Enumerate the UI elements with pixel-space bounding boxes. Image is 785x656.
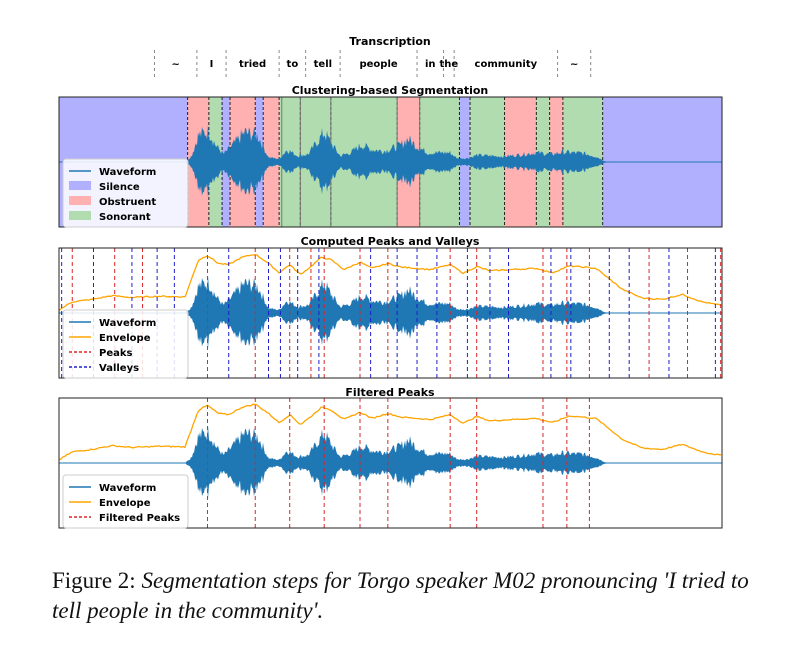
legend-label: Envelope (99, 333, 151, 344)
caption-text: Segmentation steps for Torgo speaker M02… (52, 568, 749, 623)
transcription-word: community (475, 59, 538, 70)
transcription-word: ~ (171, 59, 179, 70)
legend-label: Filtered Peaks (99, 513, 180, 524)
clustering-panel: Clustering-based Segmentation Waveform Si… (58, 84, 723, 228)
waveform (59, 124, 722, 198)
legend-swatch (69, 196, 91, 205)
clustering-legend: Waveform Silence Obstruent Sonorant (62, 158, 189, 228)
legend-label: Sonorant (99, 212, 151, 223)
legend-label: Envelope (99, 498, 151, 509)
legend-box (62, 158, 189, 228)
transcription-word: people (359, 59, 397, 70)
axes-frame (58, 247, 723, 379)
axes-frame (58, 397, 723, 529)
transcription-word: in (425, 59, 436, 70)
transcription-title: Transcription (349, 35, 431, 48)
legend-label: Obstruent (99, 197, 156, 208)
peaks-valleys-legend: Waveform Envelope Peaks Valleys (62, 309, 189, 379)
filtered-peaks-title: Filtered Peaks (345, 386, 435, 399)
filtered-peaks-panel: Filtered Peaks Waveform Envelope Filtered … (58, 386, 723, 529)
legend-swatch (69, 181, 91, 190)
envelope-line (58, 403, 722, 461)
legend-label: Peaks (99, 348, 133, 359)
peaks-valleys-panel: Computed Peaks and Valleys Waveform Envel… (58, 235, 723, 379)
clustering-title: Clustering-based Segmentation (292, 84, 489, 97)
axes-frame (58, 96, 723, 228)
figure-caption: Figure 2: Segmentation steps for Torgo s… (52, 566, 752, 626)
legend-label: Silence (99, 182, 140, 193)
legend-swatch (69, 211, 91, 220)
transcription-word: tell (314, 59, 332, 70)
legend-box (62, 309, 189, 379)
transcription-word: ~ (570, 59, 578, 70)
transcription-word: to (287, 59, 299, 70)
legend-label: Waveform (99, 167, 156, 178)
peaks-valleys-title: Computed Peaks and Valleys (301, 235, 480, 248)
legend-label: Waveform (99, 318, 156, 329)
transcription-word: I (210, 59, 214, 70)
legend-label: Valleys (99, 363, 139, 374)
legend-label: Waveform (99, 483, 156, 494)
legend-box (62, 474, 189, 529)
transcription-word: the (440, 59, 459, 70)
filtered-peaks-legend: Waveform Envelope Filtered Peaks (62, 474, 189, 529)
envelope-line (58, 254, 722, 312)
waveform (59, 275, 722, 349)
transcription-word: tried (239, 59, 266, 70)
waveform (59, 425, 722, 499)
caption-label: Figure 2: (52, 568, 136, 593)
